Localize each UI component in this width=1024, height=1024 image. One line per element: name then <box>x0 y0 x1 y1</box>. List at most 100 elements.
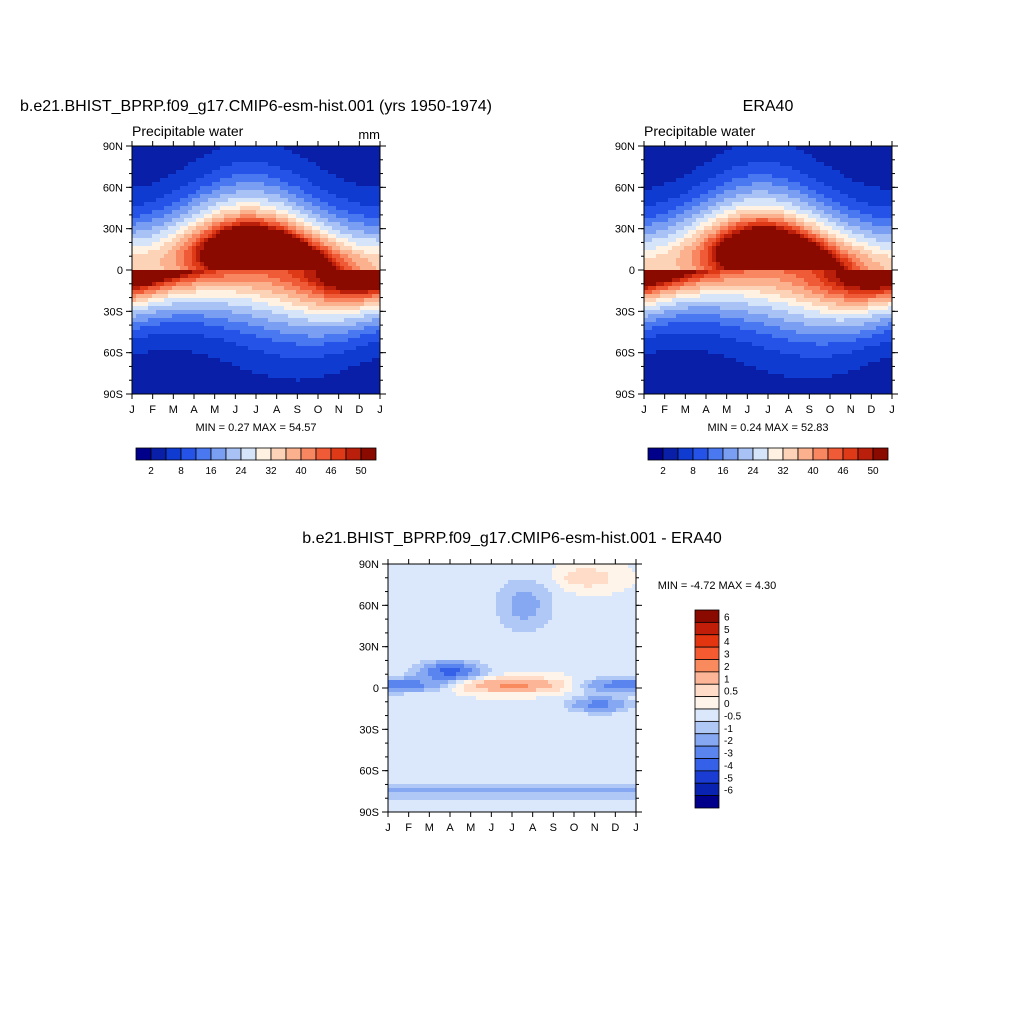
contour-cell <box>172 270 177 275</box>
contour-cell <box>212 334 217 339</box>
contour-cell <box>312 374 317 379</box>
contour-cell <box>676 198 681 203</box>
contour-cell <box>352 358 357 363</box>
contour-cell <box>328 162 333 167</box>
contour-cell <box>264 290 269 295</box>
contour-cell <box>672 198 677 203</box>
contour-cell <box>708 342 713 347</box>
contour-cell <box>284 342 289 347</box>
contour-cell <box>676 374 681 379</box>
contour-cell <box>160 202 165 207</box>
contour-cell <box>336 214 341 219</box>
contour-cell <box>352 258 357 263</box>
contour-cell <box>228 242 233 247</box>
contour-cell <box>700 326 705 331</box>
contour-cell <box>676 194 681 199</box>
contour-cell <box>196 310 201 315</box>
contour-cell <box>688 170 693 175</box>
contour-cell <box>688 286 693 291</box>
contour-cell <box>160 226 165 231</box>
contour-cell <box>312 174 317 179</box>
contour-cell <box>340 206 345 211</box>
contour-cell <box>280 374 285 379</box>
contour-cell <box>244 226 249 231</box>
contour-cell <box>316 266 321 271</box>
contour-cell <box>208 234 213 239</box>
contour-cell <box>288 234 293 239</box>
contour-cell <box>252 274 257 279</box>
contour-cell <box>164 270 169 275</box>
contour-cell <box>660 166 665 171</box>
contour-cell <box>336 298 341 303</box>
contour-cell <box>196 174 201 179</box>
contour-cell <box>308 374 313 379</box>
contour-cell <box>656 186 661 191</box>
contour-cell <box>232 150 237 155</box>
contour-cell <box>288 334 293 339</box>
contour-cell <box>132 346 137 351</box>
contour-cell <box>284 170 289 175</box>
contour-cell <box>228 302 233 307</box>
contour-cell <box>320 230 325 235</box>
contour-cell <box>208 178 213 183</box>
contour-cell <box>356 262 361 267</box>
contour-cell <box>284 382 289 387</box>
contour-cell <box>372 210 377 215</box>
contour-cell <box>336 274 341 279</box>
contour-cell <box>160 350 165 355</box>
contour-cell <box>704 250 709 255</box>
contour-cell <box>688 226 693 231</box>
contour-cell <box>680 390 685 394</box>
contour-cell <box>692 306 697 311</box>
contour-cell <box>656 282 661 287</box>
contour-cell <box>168 166 173 171</box>
contour-cell <box>648 198 653 203</box>
contour-cell <box>148 334 153 339</box>
contour-cell <box>288 166 293 171</box>
contour-cell <box>684 278 689 283</box>
contour-cell <box>196 298 201 303</box>
contour-cell <box>148 274 153 279</box>
contour-cell <box>160 354 165 359</box>
contour-cell <box>652 330 657 335</box>
contour-cell <box>304 306 309 311</box>
contour-cell <box>196 230 201 235</box>
contour-cell <box>372 150 377 155</box>
contour-cell <box>712 174 717 179</box>
contour-cell <box>212 146 217 151</box>
contour-cell <box>344 206 349 211</box>
contour-cell <box>296 346 301 351</box>
contour-cell <box>320 318 325 323</box>
contour-cell <box>208 166 213 171</box>
contour-cell <box>172 362 177 367</box>
contour-cell <box>264 214 269 219</box>
contour-cell <box>696 146 701 151</box>
contour-cell <box>680 258 685 263</box>
contour-cell <box>656 210 661 215</box>
contour-cell <box>144 342 149 347</box>
contour-cell <box>256 190 261 195</box>
contour-cell <box>144 202 149 207</box>
contour-cell <box>276 150 281 155</box>
contour-cell <box>212 254 217 259</box>
contour-cell <box>228 306 233 311</box>
contour-cell <box>304 266 309 271</box>
contour-cell <box>148 310 153 315</box>
contour-cell <box>376 166 380 171</box>
contour-cell <box>248 146 253 151</box>
contour-cell <box>176 222 181 227</box>
contour-cell <box>184 370 189 375</box>
contour-cell <box>140 198 145 203</box>
contour-cell <box>188 166 193 171</box>
contour-cell <box>216 378 221 383</box>
contour-cell <box>252 366 257 371</box>
contour-cell <box>296 362 301 367</box>
contour-cell <box>176 286 181 291</box>
contour-cell <box>652 314 657 319</box>
contour-cell <box>316 158 321 163</box>
contour-cell <box>160 170 165 175</box>
contour-cell <box>144 262 149 267</box>
contour-cell <box>664 362 669 367</box>
contour-cell <box>712 274 717 279</box>
contour-cell <box>668 182 673 187</box>
